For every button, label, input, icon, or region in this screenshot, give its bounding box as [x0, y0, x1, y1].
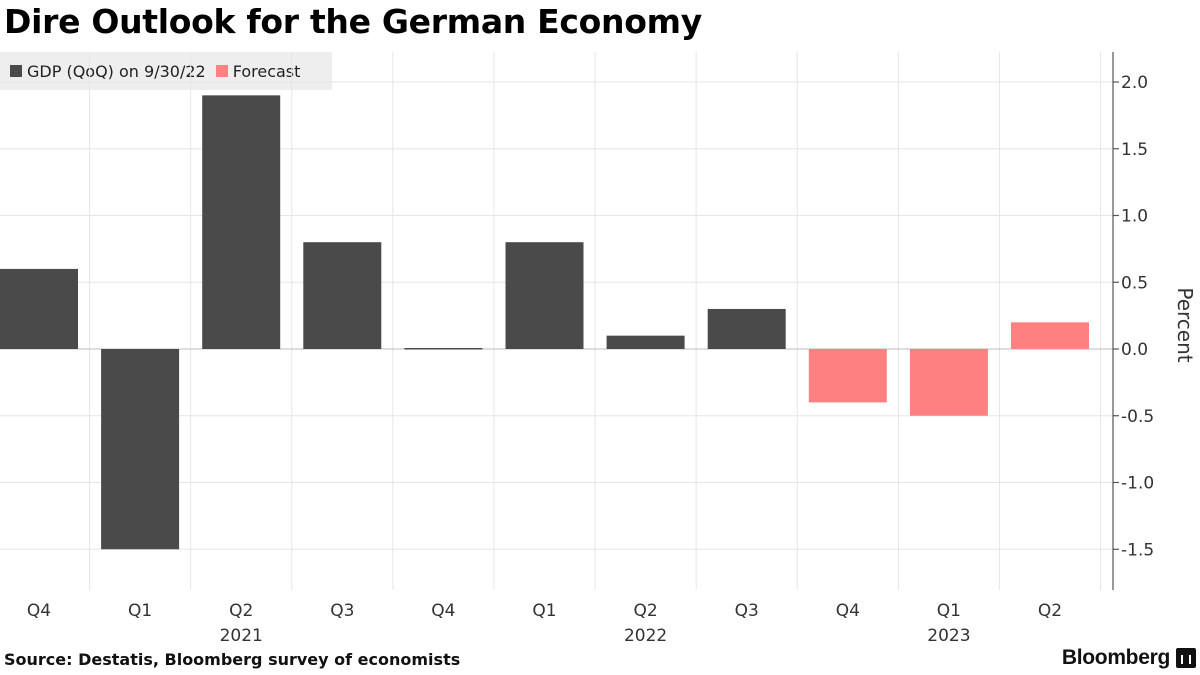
x-year-label: 2022	[624, 626, 667, 646]
y-tick-label: 2.0	[1121, 73, 1148, 93]
y-axis: 2.0 1.5 1.0 0.5 0.0 -0.5 -1.0 -1.5	[1112, 52, 1154, 590]
x-tick-label: Q1	[532, 601, 556, 621]
y-tick-label: 1.0	[1121, 207, 1148, 227]
bar	[505, 242, 584, 349]
bar	[808, 349, 887, 403]
brand-icon	[1176, 648, 1196, 668]
source-note: Source: Destatis, Bloomberg survey of ec…	[4, 650, 461, 669]
bar	[101, 349, 180, 550]
x-tick-label: Q2	[1038, 601, 1062, 621]
legend-label-gdp: GDP (QoQ) on 9/30/22	[27, 61, 206, 81]
bar	[303, 242, 382, 349]
x-tick-label: Q2	[633, 601, 657, 621]
bars	[0, 95, 1089, 550]
y-tick-label: -0.5	[1121, 407, 1154, 427]
x-tick-label: Q3	[330, 601, 354, 621]
legend-swatch-gdp	[10, 65, 22, 77]
x-year-label: 2023	[927, 626, 970, 646]
x-tick-label: Q1	[937, 601, 961, 621]
bar	[909, 349, 988, 416]
bar	[707, 308, 786, 349]
chart-title: Dire Outlook for the German Economy	[4, 2, 702, 41]
y-tick-label: -1.5	[1121, 540, 1154, 560]
y-tick-label: -1.0	[1121, 474, 1154, 494]
legend-item-forecast: Forecast	[215, 61, 301, 81]
x-tick-label: Q2	[229, 601, 253, 621]
x-tick-label: Q3	[735, 601, 759, 621]
brand-logo: Bloomberg	[1061, 646, 1170, 669]
legend-label-forecast: Forecast	[232, 61, 301, 81]
x-tick-label: Q1	[128, 601, 152, 621]
grid-lines	[0, 52, 1113, 590]
bar	[404, 348, 483, 350]
x-axis: Q4 Q1 Q2 Q3 Q4 Q1 Q2 Q3 Q4 Q1 Q2 2021 2022 2023	[27, 601, 1062, 646]
y-tick-label: 0.0	[1121, 340, 1148, 360]
bar	[202, 95, 281, 349]
y-tick-label: 0.5	[1121, 273, 1148, 293]
bar	[1011, 322, 1089, 349]
x-year-label: 2021	[220, 626, 263, 646]
bar	[606, 335, 685, 349]
legend-swatch-forecast	[215, 65, 228, 77]
x-tick-label: Q4	[836, 601, 860, 621]
y-axis-label: Percent	[1173, 287, 1197, 362]
x-tick-label: Q4	[27, 601, 51, 621]
y-tick-label: 1.5	[1121, 140, 1148, 160]
legend-item-gdp: GDP (QoQ) on 9/30/22	[10, 62, 206, 81]
legend: GDP (QoQ) on 9/30/22 Forecast	[0, 52, 332, 90]
bar	[0, 268, 78, 349]
x-tick-label: Q4	[431, 601, 455, 621]
